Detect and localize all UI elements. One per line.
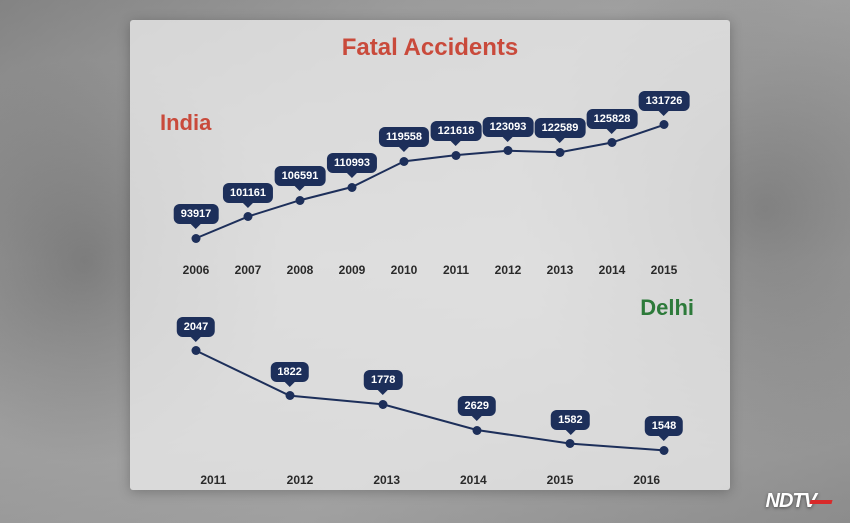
point-marker — [285, 391, 294, 400]
point-marker — [566, 439, 575, 448]
point-marker — [472, 426, 481, 435]
point-marker — [504, 146, 513, 155]
value-bubble: 101161 — [223, 183, 273, 203]
x-tick-label: 2014 — [586, 263, 638, 277]
x-tick-label: 2012 — [482, 263, 534, 277]
x-tick-label: 2015 — [638, 263, 690, 277]
value-bubble: 1582 — [551, 410, 589, 430]
delhi-chart: 201120122013201420152016 204718221778262… — [170, 315, 690, 465]
chart-panel: Fatal Accidents India 200620072008200920… — [130, 20, 730, 490]
main-title: Fatal Accidents — [130, 20, 730, 62]
logo-bar-icon — [809, 500, 832, 504]
value-bubble: 119558 — [379, 127, 429, 147]
point-marker — [452, 151, 461, 160]
value-bubble: 106591 — [275, 166, 326, 186]
x-tick-label: 2008 — [274, 263, 326, 277]
x-tick-label: 2013 — [343, 473, 430, 487]
point-marker — [296, 196, 305, 205]
point-marker — [379, 400, 388, 409]
value-bubble: 123093 — [483, 117, 534, 137]
ndtv-logo: NDTV — [766, 490, 832, 513]
point-marker — [348, 183, 357, 192]
point-marker — [192, 234, 201, 243]
x-tick-label: 2014 — [430, 473, 517, 487]
point-marker — [660, 120, 669, 129]
value-bubble: 122589 — [535, 118, 586, 138]
point-marker — [608, 138, 617, 147]
series-line — [196, 351, 664, 451]
value-bubble: 131726 — [639, 91, 690, 111]
x-tick-label: 2011 — [170, 473, 257, 487]
value-bubble: 1778 — [364, 370, 402, 390]
value-bubble: 2047 — [177, 317, 215, 337]
logo-text: NDTV — [766, 490, 816, 512]
x-tick-label: 2007 — [222, 263, 274, 277]
x-tick-label: 2015 — [517, 473, 604, 487]
delhi-x-axis: 201120122013201420152016 — [170, 473, 690, 487]
x-tick-label: 2010 — [378, 263, 430, 277]
value-bubble: 1822 — [270, 362, 308, 382]
x-tick-label: 2012 — [257, 473, 344, 487]
x-tick-label: 2013 — [534, 263, 586, 277]
point-marker — [660, 446, 669, 455]
point-marker — [400, 157, 409, 166]
x-tick-label: 2016 — [603, 473, 690, 487]
value-bubble: 110993 — [327, 153, 377, 173]
x-tick-label: 2009 — [326, 263, 378, 277]
point-marker — [556, 148, 565, 157]
value-bubble: 1548 — [645, 416, 683, 436]
x-tick-label: 2006 — [170, 263, 222, 277]
value-bubble: 121618 — [431, 121, 482, 141]
value-bubble: 125828 — [587, 109, 638, 129]
delhi-line-svg — [170, 315, 690, 465]
value-bubble: 2629 — [458, 396, 496, 416]
x-tick-label: 2011 — [430, 263, 482, 277]
value-bubble: 93917 — [174, 204, 219, 224]
point-marker — [244, 212, 253, 221]
india-x-axis: 2006200720082009201020112012201320142015 — [170, 263, 690, 277]
india-chart: 2006200720082009201020112012201320142015… — [170, 90, 690, 255]
point-marker — [192, 346, 201, 355]
